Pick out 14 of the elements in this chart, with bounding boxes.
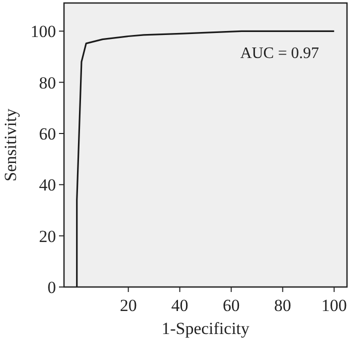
x-tick-label: 100	[321, 296, 347, 315]
annotation: AUC = 0.97	[240, 45, 319, 62]
y-tick-label: 60	[39, 124, 56, 144]
y-tick-label: 40	[39, 176, 56, 195]
x-tick-label: 80	[274, 296, 292, 315]
y-axis-title: Sensitivity	[1, 108, 20, 182]
y-tick-label: 100	[30, 22, 56, 42]
x-tick-label: 40	[171, 296, 188, 315]
x-tick-label: 60	[222, 296, 240, 315]
y-tick-label: 20	[39, 226, 56, 246]
x-tick-label: 20	[120, 296, 137, 315]
x-axis-title: 1-Specificity	[162, 319, 250, 338]
y-tick-label: 0	[48, 278, 56, 297]
y-tick-label: 80	[39, 73, 56, 92]
